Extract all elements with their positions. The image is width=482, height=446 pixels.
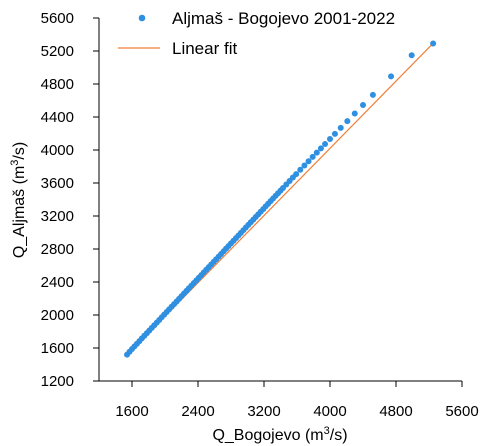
data-point [309,153,316,160]
data-point [360,102,366,109]
data-point [317,145,324,152]
y-tick-label: 4800 [41,76,74,93]
x-tick-label: 1600 [115,403,148,420]
data-point [305,158,312,165]
plot-area [98,18,462,382]
y-tick-label: 4400 [41,109,74,126]
data-point [430,40,437,47]
y-tick-label: 1200 [41,373,74,390]
x-tick-label: 5600 [445,403,478,420]
y-tick-label: 3200 [41,208,74,225]
data-point [297,166,304,173]
x-tick-label: 4000 [313,403,346,420]
legend: Aljmaš - Bogojevo 2001-2022 Linear fit [118,9,395,58]
x-tick-label: 2400 [181,403,214,420]
x-tick-label: 4800 [379,403,412,420]
y-axis-title: Q_Aljmaš (m3/s) [9,142,28,258]
y-tick-label: 1600 [41,340,74,357]
data-point [351,110,358,117]
data-point [327,135,333,142]
y-tick-label: 5600 [41,10,74,27]
y-tick-label: 2000 [41,307,74,324]
y-ticks: 1200 1600 2000 2400 2800 3200 3600 4000 4400 4800… [41,10,99,390]
data-point [388,73,395,80]
y-tick-label: 2400 [41,274,74,291]
data-point [369,91,376,98]
y-tick-label: 3600 [41,175,74,192]
legend-marker-scatter [138,14,146,22]
data-point [293,171,300,178]
legend-label-scatter: Aljmaš - Bogojevo 2001-2022 [172,9,395,28]
x-axis-title: Q_Bogojevo (m3/s) [212,425,347,444]
data-point [344,118,351,125]
x-tick-label: 3200 [247,403,280,420]
data-point [301,162,308,169]
x-ticks: 1600 2400 3200 4000 4800 5600 [115,381,479,420]
data-point [331,130,338,137]
legend-label-fit: Linear fit [172,39,237,58]
points-layer [124,40,437,358]
y-tick-label: 4000 [41,142,74,159]
data-point [408,52,415,59]
y-tick-label: 5200 [41,43,74,60]
y-tick-label: 2800 [41,241,74,258]
data-point [322,141,329,148]
data-point [313,149,320,156]
data-point [337,124,344,131]
